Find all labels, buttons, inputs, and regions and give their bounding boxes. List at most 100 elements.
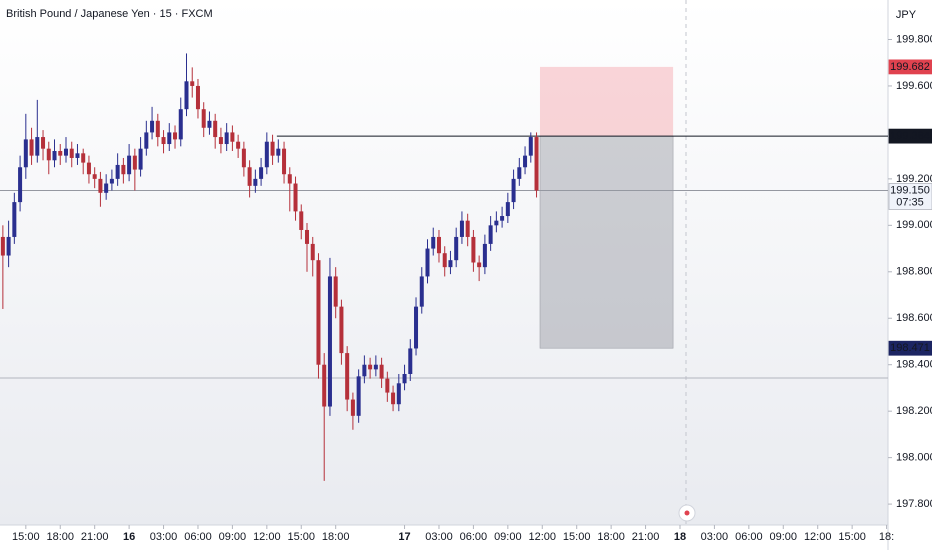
y-tick-label: 198.600 <box>896 312 932 324</box>
x-tick-label: 15:00 <box>287 531 315 543</box>
price-axis <box>888 0 932 550</box>
candle-body <box>236 141 241 149</box>
candle-body <box>138 148 143 170</box>
candle-body <box>368 364 373 370</box>
candle-body <box>419 276 424 307</box>
candle-body <box>6 236 11 256</box>
candle-body <box>299 211 304 230</box>
x-tick-label: 15:00 <box>838 531 866 543</box>
price-badge <box>888 183 932 210</box>
candle-body <box>259 167 264 179</box>
candle-body <box>471 236 476 263</box>
x-tick-label: 18:00 <box>322 531 350 543</box>
candle-body <box>523 155 528 168</box>
price-badge <box>888 340 932 356</box>
candle-body <box>350 399 355 416</box>
candle-body <box>442 253 447 268</box>
candle-body <box>12 202 17 237</box>
candle-body <box>488 225 493 244</box>
candle-body <box>425 248 430 277</box>
candle-body <box>287 174 292 184</box>
candle-body <box>327 276 332 407</box>
candle-body <box>207 120 212 128</box>
candle-body <box>264 141 269 168</box>
candle-body <box>465 220 470 237</box>
time-axis <box>0 525 888 550</box>
price-badge-label: 199.682 <box>890 61 930 73</box>
candle-body <box>373 364 378 370</box>
y-tick-label: 198.200 <box>896 405 932 417</box>
price-badge <box>888 128 932 144</box>
y-tick-label: 197.800 <box>896 498 932 510</box>
candle-body <box>46 148 51 161</box>
candle-body <box>109 178 114 184</box>
x-tick-label: 03:00 <box>150 531 178 543</box>
countdown-label: 07:35 <box>896 196 924 208</box>
candle-body <box>0 236 5 256</box>
candle-body <box>494 220 499 226</box>
candle-body <box>161 137 166 145</box>
candle-body <box>18 167 23 203</box>
x-tick-label: 06:00 <box>460 531 488 543</box>
y-tick-label: 199.200 <box>896 173 932 185</box>
candle-body <box>448 260 453 268</box>
x-tick-label: 21:00 <box>632 531 660 543</box>
candle-body <box>477 262 482 268</box>
candle-body <box>218 137 223 145</box>
candle-body <box>213 120 218 138</box>
candle-body <box>127 155 132 175</box>
candle-body <box>69 148 74 158</box>
candle-body <box>528 137 533 156</box>
candle-body <box>505 202 510 217</box>
candle-body <box>241 148 246 168</box>
x-tick-label: 17 <box>398 531 410 543</box>
candle-body <box>81 153 86 163</box>
candle-body <box>41 137 46 149</box>
x-tick-label: 18: <box>879 531 894 543</box>
candle-body <box>35 137 40 156</box>
x-tick-label: 15:00 <box>563 531 591 543</box>
x-tick-label: 03:00 <box>701 531 729 543</box>
candle-body <box>282 148 287 175</box>
price-badge <box>888 59 932 75</box>
candle-body <box>270 141 275 156</box>
candle-body <box>247 167 252 186</box>
candle-body <box>86 162 91 175</box>
x-tick-label: 12:00 <box>804 531 832 543</box>
candle-body <box>167 132 172 145</box>
candle-body <box>58 150 63 156</box>
candle-body <box>333 276 338 307</box>
y-tick-label: 198.000 <box>896 452 932 464</box>
x-tick-label: 18 <box>674 531 686 543</box>
candle-body <box>104 183 109 193</box>
x-tick-label: 18:00 <box>46 531 74 543</box>
candle-body <box>121 164 126 175</box>
candle-body <box>385 378 390 393</box>
candle-body <box>178 109 183 140</box>
candle-body <box>322 364 327 407</box>
candle-body <box>201 109 206 128</box>
x-tick-label: 03:00 <box>425 531 453 543</box>
x-tick-label: 09:00 <box>219 531 247 543</box>
candle-body <box>63 148 68 156</box>
candle-body <box>253 178 258 186</box>
candle-body <box>356 376 361 416</box>
candle-body <box>195 85 200 110</box>
y-tick-label: 199.600 <box>896 80 932 92</box>
candle-body <box>379 364 384 379</box>
price-badge-label: 198.471 <box>890 342 930 354</box>
stop-zone <box>539 66 674 137</box>
candle-body <box>184 81 189 110</box>
currency-label[interactable]: JPY <box>896 9 917 21</box>
price-badge-label: 199.150 <box>890 184 930 196</box>
target-zone <box>539 135 674 349</box>
chart-layer: 199.800 199.600 199.200 199.000 198.800 198.6… <box>0 33 932 543</box>
x-tick-label: 06:00 <box>735 531 763 543</box>
candle-body <box>75 153 80 158</box>
candle-body <box>52 150 57 161</box>
candle-body <box>408 348 413 375</box>
y-tick-label: 199.800 <box>896 33 932 45</box>
candle-body <box>345 353 350 400</box>
y-tick-label: 198.400 <box>896 359 932 371</box>
